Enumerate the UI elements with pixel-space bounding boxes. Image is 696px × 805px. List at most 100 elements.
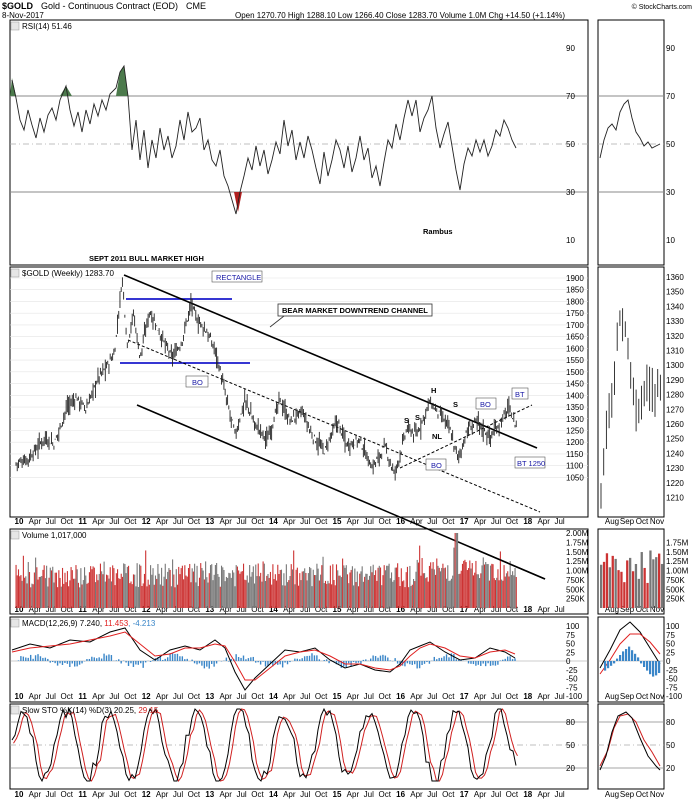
- volume-bar: [187, 577, 188, 608]
- time-tick: Oct: [188, 790, 201, 799]
- volume-bar: [495, 580, 496, 608]
- macd-hist-bar: [255, 661, 256, 663]
- volume-bar: [468, 568, 469, 608]
- volume-bar: [351, 570, 352, 608]
- volume-zoom-bar: [655, 557, 657, 608]
- volume-bar: [227, 578, 228, 608]
- time-tick: Apr: [347, 692, 360, 701]
- macd-hist-bar: [514, 658, 515, 661]
- macd-hist-bar: [309, 656, 310, 661]
- volume-bar: [395, 568, 396, 608]
- rsi-tick: 30: [666, 188, 675, 197]
- volume-bar: [58, 570, 59, 608]
- macd-hist-bar: [353, 661, 354, 662]
- macd-hist-bar: [28, 658, 29, 661]
- volume-bar: [452, 576, 453, 608]
- macd-hist-bar: [238, 657, 239, 661]
- time-tick: Apr: [410, 790, 423, 799]
- volume-bar: [56, 573, 57, 608]
- volume-zoom-bar: [609, 567, 611, 608]
- volume-bar: [458, 574, 459, 608]
- volume-bar: [375, 570, 376, 608]
- time-tick: 11: [78, 790, 87, 799]
- volume-bar: [122, 577, 123, 608]
- volume-bar: [356, 582, 357, 608]
- time-tick: 17: [460, 692, 469, 701]
- macd-hist-bar: [235, 654, 236, 661]
- time-tick: 10: [15, 517, 24, 526]
- volume-bar: [381, 585, 382, 608]
- time-tick: Jul: [236, 790, 246, 799]
- macd-hist-bar: [120, 661, 121, 663]
- volume-bar: [28, 562, 29, 608]
- volume-bar: [367, 574, 368, 608]
- volume-bar: [417, 560, 418, 608]
- volume-bar: [165, 564, 166, 608]
- rsi-tick: 90: [666, 44, 675, 53]
- volume-bar: [175, 587, 176, 608]
- time-tick: Jul: [364, 692, 374, 701]
- rsi-zoom-line: [600, 100, 660, 158]
- macd-hist-bar: [448, 657, 449, 661]
- macd-hist-bar: [407, 661, 408, 663]
- macd-hist-bar: [260, 661, 261, 665]
- volume-bar: [502, 581, 503, 608]
- price-zoom-tick: 1350: [666, 288, 684, 297]
- macd-zoom-hist-bar: [604, 661, 606, 671]
- volume-bar: [434, 569, 435, 608]
- macd-hist-bar: [409, 661, 410, 664]
- volume-bar: [238, 570, 239, 608]
- volume-bar: [135, 586, 136, 608]
- volume-bar: [29, 572, 30, 608]
- volume-bar: [477, 574, 478, 608]
- volume-bar: [397, 563, 398, 608]
- panel-menu-icon[interactable]: [11, 619, 19, 627]
- volume-bar: [267, 574, 268, 608]
- volume-zoom-tick: 1.00M: [666, 567, 689, 576]
- volume-bar: [384, 565, 385, 608]
- price-tick: 1200: [566, 438, 584, 447]
- volume-bar: [162, 586, 163, 608]
- volume-bar: [270, 572, 271, 608]
- volume-bar: [200, 563, 201, 608]
- volume-bar: [217, 574, 218, 608]
- volume-bar: [324, 583, 325, 608]
- macd-hist-bar: [385, 656, 386, 661]
- volume-bar: [179, 574, 180, 608]
- time-tick: 17: [460, 790, 469, 799]
- price-zoom-tick: 1360: [666, 273, 684, 282]
- macd-hist-bar: [287, 661, 288, 664]
- macd-hist-bar: [243, 656, 244, 661]
- macd-hist-bar: [206, 661, 207, 667]
- volume-bar: [423, 573, 424, 608]
- volume-zoom-tick: 1.50M: [666, 548, 689, 557]
- panel-menu-icon[interactable]: [11, 269, 19, 277]
- volume-bar: [96, 574, 97, 608]
- macd-hist-bar: [377, 658, 378, 661]
- volume-zoom-bar: [600, 565, 602, 608]
- volume-bar: [209, 573, 210, 608]
- time-zoom-tick: Nov: [650, 517, 664, 526]
- time-tick: Apr: [537, 517, 550, 526]
- time-zoom-tick: Sep: [620, 790, 635, 799]
- volume-bar: [428, 582, 429, 608]
- volume-bar: [345, 568, 346, 608]
- panel-menu-icon[interactable]: [11, 706, 19, 714]
- macd-hist-bar: [487, 661, 488, 663]
- time-tick: 12: [142, 692, 151, 701]
- panel-menu-icon[interactable]: [11, 22, 19, 30]
- time-tick: Oct: [251, 790, 264, 799]
- volume-bar: [275, 574, 276, 608]
- time-tick: Apr: [156, 692, 169, 701]
- time-tick: Apr: [283, 692, 296, 701]
- macd-hist-bar: [135, 661, 136, 664]
- macd-hist-bar: [138, 661, 139, 665]
- price-tick: 1800: [566, 297, 584, 306]
- volume-bar: [420, 576, 421, 608]
- time-tick: Oct: [124, 790, 137, 799]
- time-tick: Jul: [364, 605, 374, 614]
- panel-menu-icon[interactable]: [11, 531, 19, 539]
- macd-hist-bar: [316, 655, 317, 661]
- time-tick: 13: [205, 692, 214, 701]
- volume-zoom-bar: [623, 582, 625, 608]
